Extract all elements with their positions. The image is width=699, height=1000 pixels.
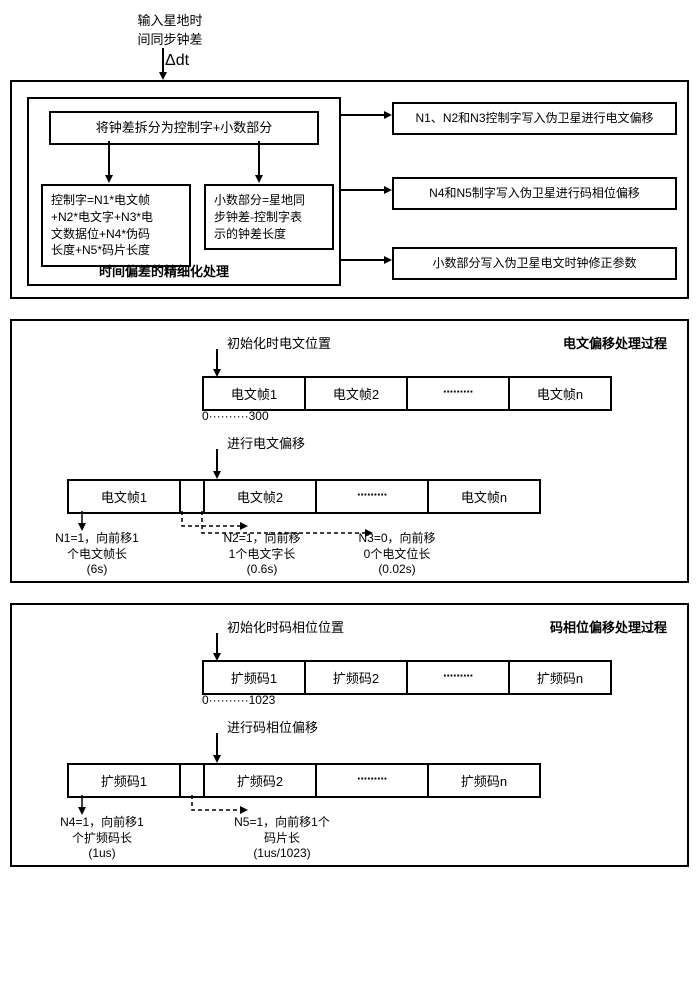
mid-ann1: N1=1，向前移1 个电文帧长 (6s) (42, 531, 152, 578)
mid-panel: 电文偏移处理过程 初始化时电文位置 电文帧1 电文帧2 ········· 电文… (10, 319, 689, 583)
mid-ann2: N2=1，向前移 1个电文字长 (0.6s) (207, 531, 317, 578)
bot-panel: 码相位偏移处理过程 初始化时码相位位置 扩频码1 扩频码2 ········· … (10, 603, 689, 867)
mid-ann3: N3=0，向前移 0个电文位长 (0.02s) (342, 531, 452, 578)
delta-label: Δdt (165, 52, 189, 70)
bot-ann2: N5=1，向前移1个 码片长 (1us/1023) (212, 815, 352, 862)
bot-ann1: N4=1，向前移1 个扩频码长 (1us) (42, 815, 162, 862)
arrow-input (158, 48, 168, 80)
top-panel: 将钟差拆分为控制字+小数部分 控制字=N1*电文帧 +N2*电文字+N3*电 文… (10, 80, 689, 299)
input-label: 输入星地时 间同步钟差 (120, 10, 220, 48)
top-arrows (12, 82, 691, 297)
